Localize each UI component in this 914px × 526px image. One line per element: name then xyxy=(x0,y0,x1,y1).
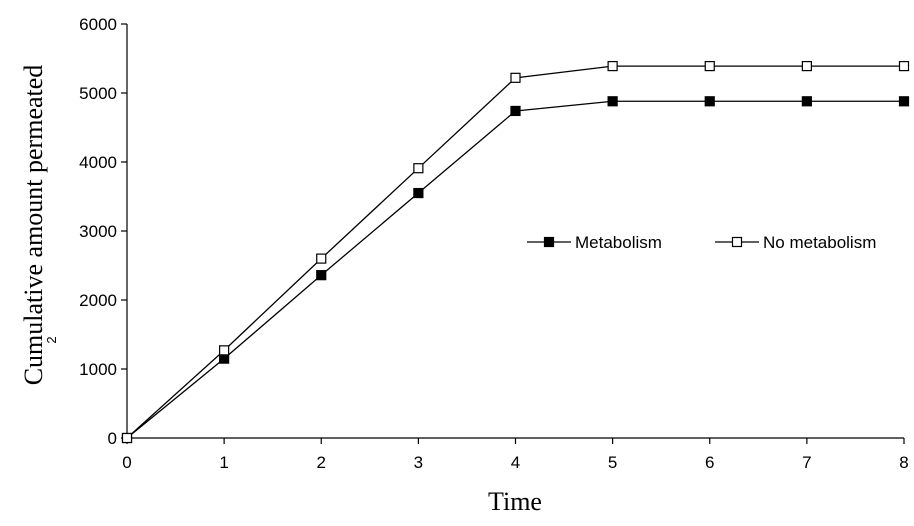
data-point-filled-square xyxy=(898,96,910,107)
x-tick-label: 4 xyxy=(511,453,520,472)
legend-marker-open-square xyxy=(731,236,743,248)
series-no-metabolism xyxy=(121,60,910,444)
data-point-open-square xyxy=(316,253,327,264)
data-point-open-square xyxy=(801,60,812,72)
x-tick-label: 0 xyxy=(122,453,131,472)
data-point-filled-square xyxy=(801,96,812,107)
x-tick-label: 6 xyxy=(705,453,714,472)
series-layer xyxy=(121,60,910,444)
x-tick-label: 2 xyxy=(317,453,326,472)
series-line xyxy=(126,65,904,439)
data-point-open-square xyxy=(607,60,618,72)
series-line xyxy=(126,100,904,439)
x-tick-label: 3 xyxy=(414,453,423,472)
legend: Metabolism No metabolism xyxy=(527,233,876,252)
series-metabolism xyxy=(121,96,910,444)
data-point-open-square xyxy=(510,72,521,83)
data-point-filled-square xyxy=(607,96,618,107)
y-axis-ticks: 0 1000 2000 3000 4000 5000 6000 xyxy=(79,15,127,448)
y-tick-label: 4000 xyxy=(79,153,117,172)
legend-label: Metabolism xyxy=(575,233,662,252)
x-tick-label: 7 xyxy=(802,453,811,472)
y-tick-label: 5000 xyxy=(79,84,117,103)
data-point-open-square xyxy=(121,432,133,444)
data-point-open-square xyxy=(219,345,230,356)
x-axis-ticks: 0 1 2 3 4 5 6 7 8 xyxy=(122,438,909,472)
legend-marker-filled-square xyxy=(543,236,555,248)
data-point-filled-square xyxy=(704,96,715,107)
data-point-open-square xyxy=(704,60,715,72)
x-tick-label: 5 xyxy=(608,453,617,472)
axes xyxy=(126,24,904,439)
x-tick-label: 1 xyxy=(219,453,228,472)
data-point-open-square xyxy=(413,163,424,174)
legend-item: No metabolism xyxy=(715,233,876,252)
x-tick-label: 8 xyxy=(899,453,908,472)
data-point-filled-square xyxy=(219,353,230,364)
data-point-filled-square xyxy=(413,187,424,199)
y-tick-label: 6000 xyxy=(79,15,117,34)
data-point-filled-square xyxy=(316,270,327,281)
legend-item: Metabolism xyxy=(527,233,662,252)
data-point-open-square xyxy=(898,60,910,72)
y-tick-label: 2000 xyxy=(79,291,117,310)
y-tick-label: 3000 xyxy=(79,222,117,241)
y-axis-title: Cumulative amount permeated xyxy=(19,65,48,386)
y-tick-label: 1000 xyxy=(79,360,117,379)
x-axis-title: Time xyxy=(488,487,542,516)
y-axis-title-fragment: 2 xyxy=(44,336,59,343)
legend-label: No metabolism xyxy=(763,233,876,252)
y-tick-label: 0 xyxy=(108,429,117,448)
data-point-filled-square xyxy=(510,105,521,117)
